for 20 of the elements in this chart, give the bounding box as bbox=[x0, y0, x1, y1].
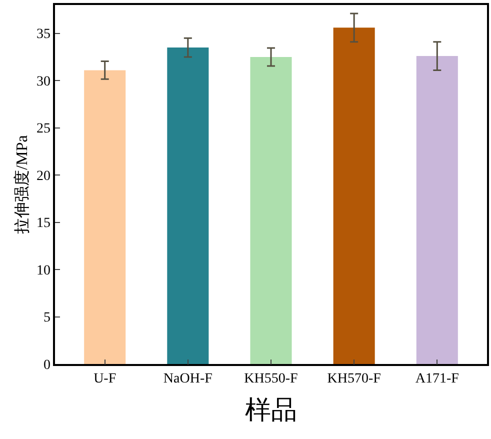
bar bbox=[167, 48, 209, 364]
bar bbox=[84, 70, 126, 364]
y-tick-label: 25 bbox=[36, 122, 50, 137]
bar bbox=[416, 56, 458, 364]
y-tick-label: 15 bbox=[36, 216, 50, 232]
x-tick-label: KH570-F bbox=[327, 372, 382, 387]
y-tick-label: 30 bbox=[36, 74, 50, 90]
x-tick-label: U-F bbox=[94, 372, 116, 387]
x-tick-label: NaOH-F bbox=[163, 372, 213, 387]
x-tick-label: KH550-F bbox=[244, 372, 298, 387]
bar bbox=[333, 28, 375, 364]
y-tick-label: 20 bbox=[36, 168, 50, 184]
y-tick-label: 35 bbox=[36, 27, 50, 42]
x-tick-label: A171-F bbox=[415, 372, 460, 387]
bar bbox=[250, 56, 292, 364]
x-axis-title: 样品 bbox=[245, 396, 297, 425]
y-tick-label: 5 bbox=[43, 310, 50, 326]
y-tick-label: 0 bbox=[43, 358, 50, 373]
y-tick-label: 10 bbox=[36, 263, 50, 278]
y-axis-title: 拉伸强度/MPa bbox=[12, 135, 31, 234]
